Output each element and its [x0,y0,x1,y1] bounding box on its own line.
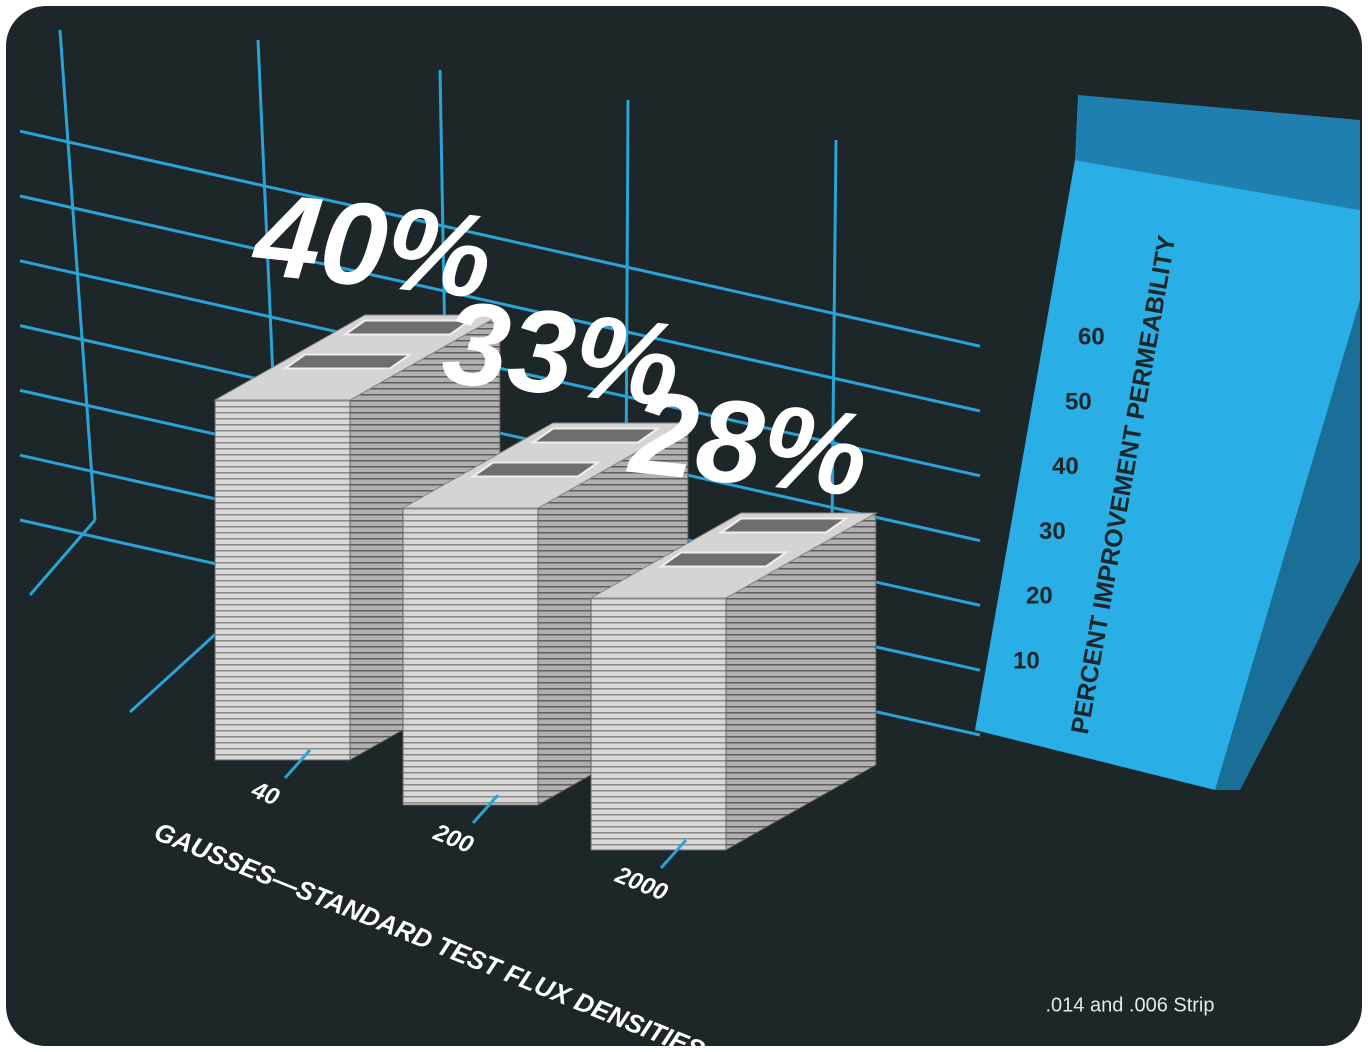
core-window [281,353,414,370]
bar [590,597,727,851]
slab-top [1075,95,1360,210]
y-tick-label: 10 [1013,648,1040,675]
x-tick [471,794,500,824]
core-window [341,319,474,336]
value-label: 28% [623,366,874,522]
slab-side [1215,300,1360,790]
y-tick-label: 50 [1065,388,1092,415]
y-tick-label: 30 [1039,518,1066,545]
bar [402,507,539,806]
note: .014 and .006 Strip [1045,994,1214,1016]
value-label: 33% [437,276,686,432]
core-window [469,461,602,478]
y-tick-label: 20 [1026,583,1053,610]
x-tick [659,839,688,869]
value-label: 40% [247,168,498,324]
grid-line [19,129,981,348]
y-tick-label: 60 [1078,324,1105,351]
core-window [529,427,662,444]
y-tick-label: 40 [1052,453,1079,480]
core-window [657,551,790,568]
bar [214,399,351,761]
x-tick [283,749,312,779]
core-window [717,517,850,534]
grid-line [19,194,981,413]
